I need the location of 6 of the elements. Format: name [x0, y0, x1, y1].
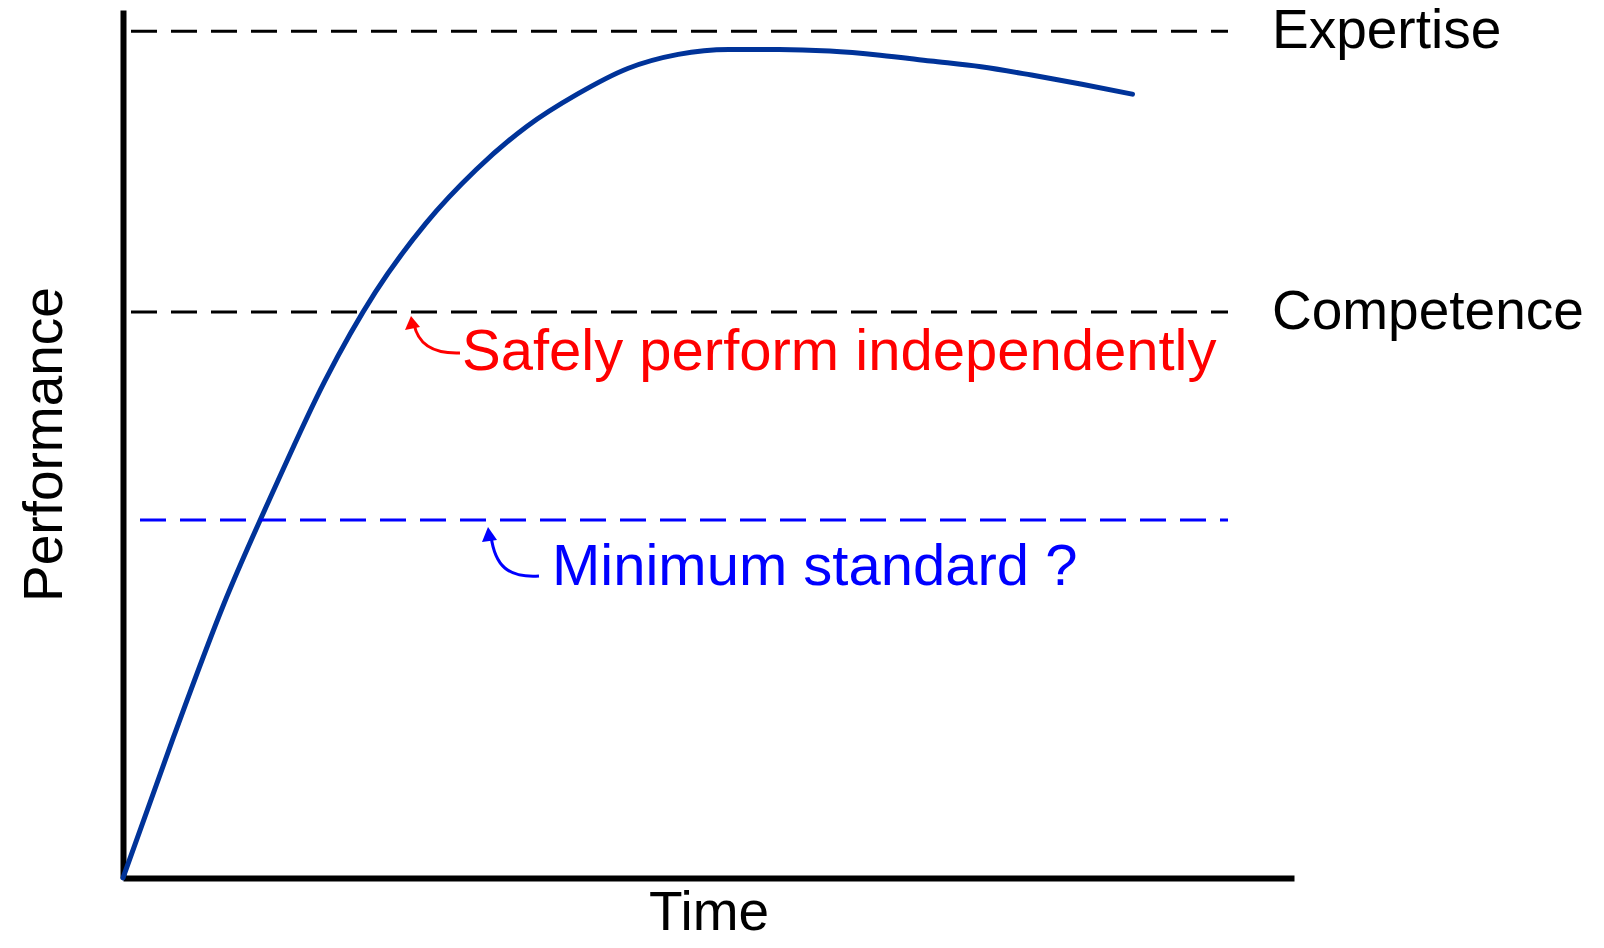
- annotation: Safely perform independently: [462, 317, 1217, 382]
- ref-line-label: Competence: [1272, 279, 1584, 342]
- y-axis-title: Performance: [11, 287, 74, 602]
- x-axis-title: Time: [648, 879, 770, 942]
- ref-line-label: Expertise: [1272, 0, 1502, 61]
- annotation: Minimum standard ?: [552, 532, 1078, 597]
